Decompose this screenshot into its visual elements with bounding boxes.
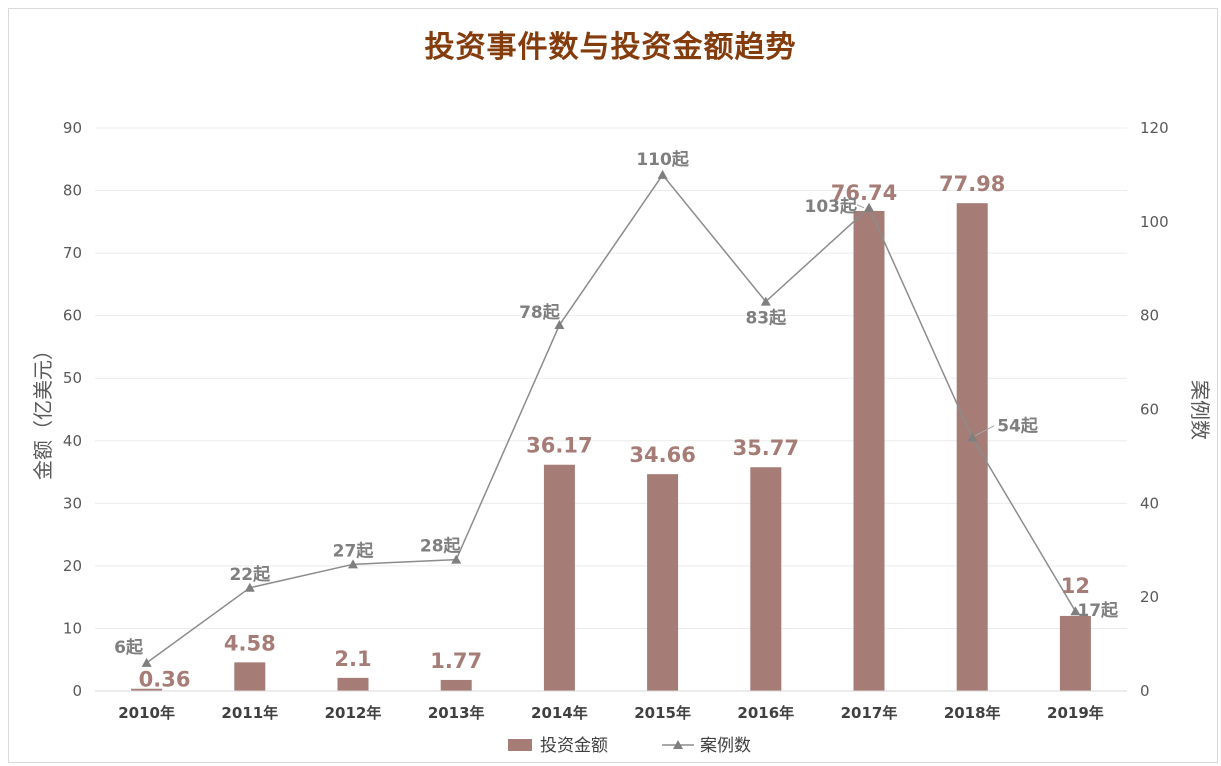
line-point (141, 657, 152, 667)
bar (337, 677, 369, 691)
y2-axis-title: 案例数 (1188, 380, 1212, 440)
bar (1059, 615, 1091, 691)
x-tick-label: 2013年 (428, 704, 485, 722)
bar-data-label: 4.58 (224, 631, 276, 655)
line-point (657, 169, 668, 179)
y-tick-label: 90 (63, 119, 82, 137)
legend-bar-label: 投资金额 (540, 736, 608, 756)
y-tick-label: 10 (63, 619, 82, 637)
y2-tick-label: 80 (1140, 307, 1159, 325)
y-tick-label: 40 (63, 432, 82, 450)
line-point (451, 554, 462, 564)
line-data-label: 78起 (519, 302, 561, 323)
x-tick-label: 2012年 (325, 704, 382, 722)
x-tick-label: 2015年 (634, 704, 691, 722)
y2-tick-label: 0 (1140, 682, 1150, 700)
y-tick-label: 50 (63, 369, 82, 387)
bar (131, 688, 163, 691)
y2-tick-label: 100 (1140, 213, 1169, 231)
y-tick-label: 30 (63, 494, 82, 512)
y2-tick-label: 40 (1140, 494, 1159, 512)
line-point (967, 432, 978, 442)
x-tick-label: 2016年 (737, 704, 794, 722)
legend: 投资金额 案例数 (508, 736, 751, 756)
x-tick-label: 2017年 (841, 704, 898, 722)
bar (750, 467, 782, 691)
y-tick-label: 0 (72, 682, 82, 700)
line-data-label: 17起 (1077, 600, 1119, 621)
bar-data-label: 1.77 (430, 649, 482, 673)
series-line (146, 173, 1077, 664)
bar-data-label: 77.98 (939, 172, 1005, 196)
bar-data-label: 34.66 (629, 443, 695, 467)
axes: 0 10 20 30 40 50 60 70 80 90 0 20 40 60 80 100 120 2010年 2… (63, 119, 1169, 722)
gridlines (95, 127, 1127, 629)
line-data-label: 22起 (229, 564, 271, 585)
line-data-label: 6起 (114, 637, 144, 658)
line-data-label: 103起 (805, 196, 858, 217)
y2-tick-label: 20 (1140, 588, 1159, 606)
bar-data-label: 0.36 (139, 668, 191, 692)
legend-bar-swatch (508, 739, 532, 751)
line-data-label: 110起 (636, 149, 689, 170)
x-tick-label: 2014年 (531, 704, 588, 722)
y-tick-label: 80 (63, 182, 82, 200)
x-tick-label: 2019年 (1047, 704, 1104, 722)
line-point (244, 582, 255, 592)
label-leader (856, 204, 865, 209)
bar (956, 203, 988, 691)
line-point (760, 296, 771, 306)
y-tick-label: 70 (63, 244, 82, 262)
legend-line-marker (673, 740, 683, 749)
line-point (554, 320, 565, 330)
bar-data-label: 12 (1061, 574, 1090, 598)
data-labels: 0.36 4.58 2.1 1.77 36.17 34.66 35.77 76.74 77.98… (114, 149, 1119, 692)
line-data-label: 27起 (333, 540, 375, 561)
line-data-label: 28起 (420, 536, 462, 557)
legend-line-label: 案例数 (700, 736, 751, 756)
y-tick-label: 20 (63, 557, 82, 575)
x-tick-label: 2011年 (221, 704, 278, 722)
bar-data-label: 2.1 (334, 647, 371, 671)
bar-data-label: 35.77 (733, 436, 799, 460)
line-data-label: 54起 (997, 416, 1039, 437)
bar (853, 210, 885, 691)
line-point (348, 559, 358, 569)
x-tick-label: 2018年 (944, 704, 1001, 722)
label-leader (974, 425, 995, 437)
y2-tick-label: 120 (1140, 119, 1169, 137)
bar-data-label: 76.74 (831, 181, 897, 205)
bar-series (131, 203, 1091, 691)
line-data-label: 83起 (745, 308, 787, 329)
chart-title: 投资事件数与投资金额趋势 (424, 30, 797, 65)
chart-frame (8, 8, 1218, 763)
line-series (141, 169, 1081, 667)
bar (543, 464, 575, 691)
bar (234, 662, 266, 691)
y-tick-label: 60 (63, 307, 82, 325)
line-point (864, 202, 874, 212)
line-point (1070, 606, 1081, 616)
y-axis-title: 金额（亿美元） (31, 340, 55, 480)
bar (440, 679, 472, 691)
bar (647, 474, 679, 691)
y2-tick-label: 60 (1140, 401, 1159, 419)
bar-data-label: 36.17 (526, 434, 592, 458)
x-tick-label: 2010年 (118, 704, 175, 722)
